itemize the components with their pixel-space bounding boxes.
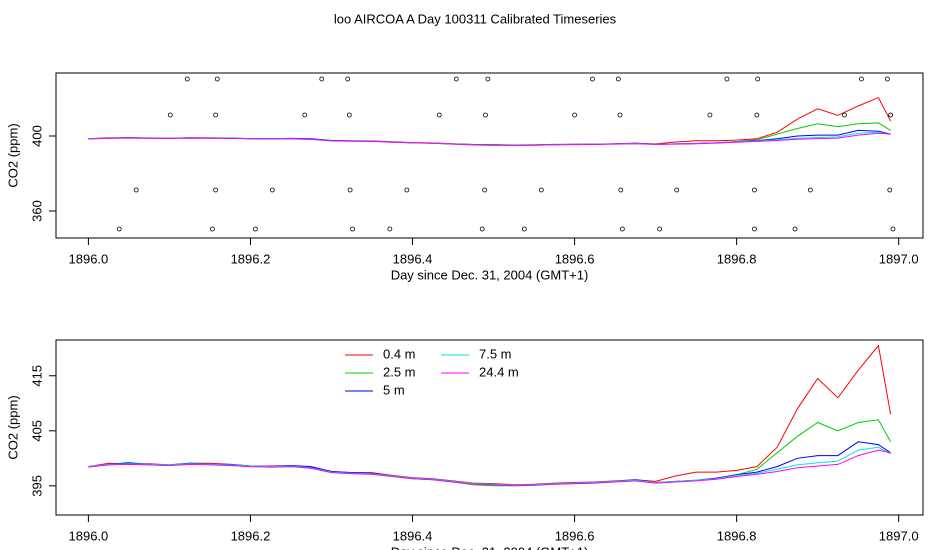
x-tick-label: 1897.0 <box>879 528 919 543</box>
data-point <box>538 187 544 193</box>
plot-frame <box>55 339 924 516</box>
data-point <box>269 187 275 193</box>
data-point <box>214 76 220 82</box>
y-tick-label: 360 <box>29 200 44 222</box>
data-point <box>345 76 351 82</box>
x-tick-label: 1896.2 <box>231 528 271 543</box>
data-point <box>482 187 488 193</box>
data-point <box>347 187 353 193</box>
data-point <box>483 112 488 118</box>
data-point <box>252 226 258 232</box>
legend-label: 24.4 m <box>479 364 519 379</box>
data-point <box>618 187 624 193</box>
x-tick-label: 1896.2 <box>231 251 271 266</box>
data-point <box>319 76 325 82</box>
data-point <box>887 187 893 193</box>
data-point <box>754 112 760 118</box>
x-tick-label: 1896.6 <box>555 528 595 543</box>
data-point <box>572 112 577 118</box>
data-point <box>213 112 219 118</box>
data-point <box>436 112 442 118</box>
data-point <box>167 112 173 118</box>
data-point <box>590 76 595 82</box>
data-line <box>88 132 891 146</box>
data-point <box>755 76 761 82</box>
x-axis-label: Day since Dec. 31, 2004 (GMT+1) <box>391 267 589 282</box>
data-line <box>88 419 892 487</box>
data-point <box>859 76 864 82</box>
data-point <box>888 112 893 118</box>
x-tick-label: 1896.0 <box>69 251 109 266</box>
y-axis-label: CO2 (ppm) <box>5 395 20 459</box>
data-point <box>724 76 730 82</box>
data-point <box>453 76 459 82</box>
x-tick-label: 1896.8 <box>717 528 757 543</box>
data-point <box>350 226 355 232</box>
data-point <box>485 76 491 82</box>
data-point <box>842 112 847 118</box>
y-tick-label: 415 <box>29 365 44 387</box>
y-tick-label: 405 <box>29 420 44 442</box>
x-tick-label: 1896.0 <box>69 528 109 543</box>
data-point <box>404 187 410 193</box>
data-line <box>88 446 891 486</box>
data-point <box>752 226 757 232</box>
y-tick-label: 395 <box>29 475 44 497</box>
y-tick-label: 400 <box>29 125 44 147</box>
data-point <box>184 76 190 82</box>
data-point <box>213 187 219 193</box>
legend-label: 7.5 m <box>479 346 512 361</box>
data-point <box>884 76 890 82</box>
data-point <box>615 76 621 82</box>
chart-title: loo AIRCOA A Day 100311 Calibrated Times… <box>334 11 617 26</box>
data-point <box>752 187 757 193</box>
data-point <box>133 187 139 193</box>
x-tick-label: 1896.8 <box>717 251 757 266</box>
data-point <box>387 226 393 232</box>
data-point <box>209 226 215 232</box>
plot-frame <box>55 72 924 239</box>
data-point <box>674 187 680 193</box>
x-tick-label: 1896.6 <box>555 251 595 266</box>
data-point <box>890 226 896 232</box>
data-point <box>116 226 122 232</box>
data-point <box>619 226 625 232</box>
data-point <box>346 112 352 118</box>
x-axis-label: Day since Dec. 31, 2004 (GMT+1) <box>391 544 589 550</box>
data-point <box>521 226 527 232</box>
x-tick-label: 1896.4 <box>393 251 433 266</box>
legend-label: 2.5 m <box>383 364 416 379</box>
data-line <box>88 449 891 487</box>
data-point <box>479 226 485 232</box>
data-point <box>807 187 813 193</box>
data-point <box>302 112 308 118</box>
data-point <box>657 226 663 232</box>
data-point <box>792 226 798 232</box>
legend-label: 5 m <box>383 382 405 397</box>
data-point <box>707 112 713 118</box>
x-tick-label: 1897.0 <box>879 251 919 266</box>
x-tick-label: 1896.4 <box>393 528 433 543</box>
y-axis-label: CO2 (ppm) <box>5 123 20 187</box>
legend-label: 0.4 m <box>383 346 416 361</box>
data-point <box>617 112 623 118</box>
